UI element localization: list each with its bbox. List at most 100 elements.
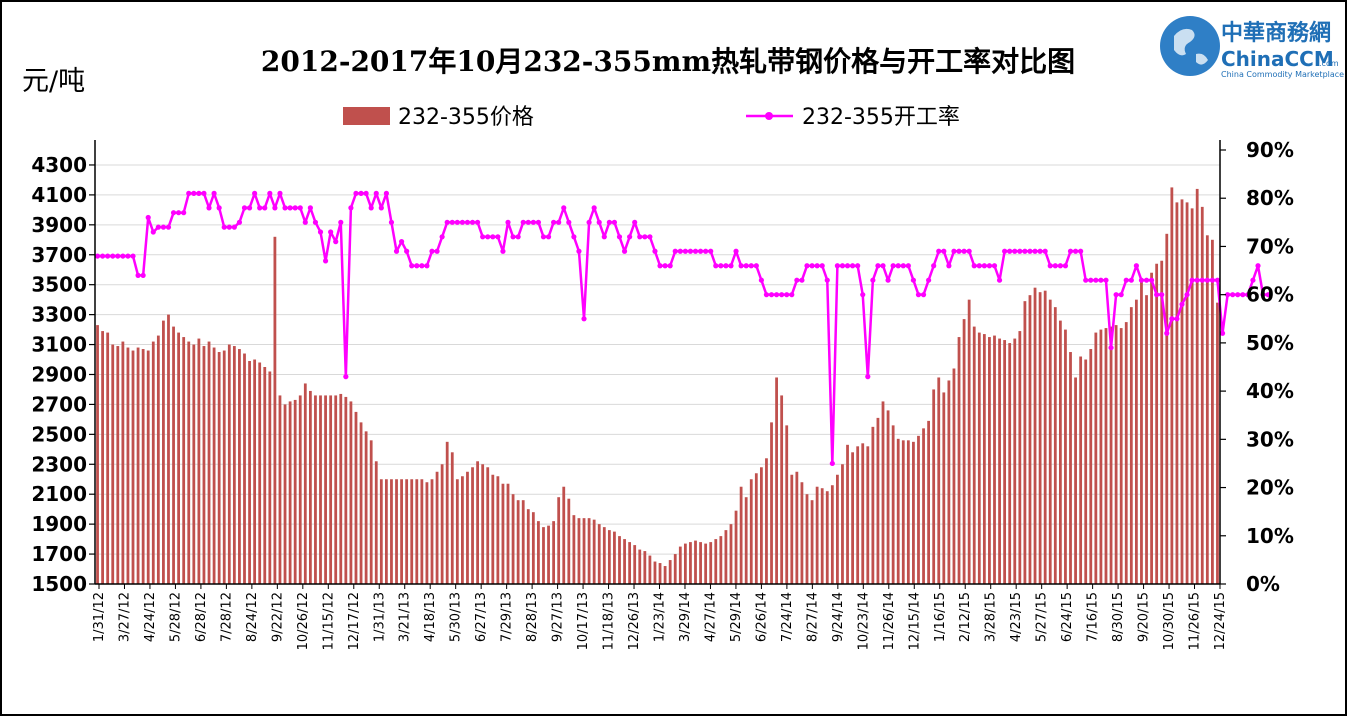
- price-bar: [476, 461, 479, 584]
- price-bar: [136, 347, 140, 584]
- globe-continent-shape: [1174, 28, 1195, 56]
- price-bar: [587, 518, 591, 584]
- price-bar: [942, 392, 946, 584]
- price-bar: [683, 543, 687, 584]
- operating-rate-point: [1194, 277, 1200, 283]
- operating-rate-point: [383, 190, 389, 196]
- price-bar: [922, 428, 925, 584]
- x-tick-label: 12/17/12: [347, 592, 362, 650]
- left-tick-label: 2500: [31, 422, 87, 446]
- right-tick-label: 60%: [1246, 283, 1294, 307]
- price-bar: [1038, 292, 1042, 584]
- price-bar: [151, 341, 155, 584]
- operating-rate-point: [262, 205, 268, 211]
- price-bar: [1028, 295, 1032, 584]
- operating-rate-point: [936, 248, 942, 254]
- price-bar: [1094, 332, 1098, 584]
- operating-rate-point: [1260, 292, 1266, 298]
- price-bar: [324, 395, 327, 584]
- price-bar: [841, 464, 844, 584]
- operating-rate-point: [890, 263, 896, 269]
- price-bar: [308, 390, 312, 584]
- operating-rate-point: [368, 205, 374, 211]
- price-bar: [182, 337, 186, 584]
- operating-rate-point: [1219, 330, 1226, 336]
- price-bar: [572, 515, 576, 584]
- price-bar: [1124, 322, 1128, 584]
- price-bar: [501, 483, 505, 584]
- price-bar: [1043, 290, 1047, 584]
- x-tick-label: 2/12/15: [958, 592, 973, 642]
- price-bar: [126, 347, 130, 584]
- price-bar: [866, 446, 870, 584]
- price-bar: [511, 494, 515, 584]
- price-bar: [1145, 295, 1148, 584]
- price-bar: [891, 425, 895, 584]
- price-bar: [192, 344, 196, 584]
- operating-rate-point: [515, 234, 521, 240]
- price-bar: [1195, 188, 1199, 584]
- price-bar: [790, 474, 794, 584]
- price-bar: [952, 368, 956, 584]
- price-bar: [739, 486, 743, 584]
- price-bar: [830, 485, 834, 584]
- price-bar: [415, 479, 419, 584]
- left-axis-ticks: 1500 1700 1900 2100 2300 2500 2700 2900 3100 3300…: [31, 153, 95, 596]
- price-bar: [1018, 331, 1022, 584]
- operating-rate-point: [373, 190, 379, 196]
- operating-rate-point: [252, 190, 258, 196]
- operating-rate-point: [302, 219, 308, 225]
- price-bar: [258, 362, 262, 584]
- price-bar: [334, 395, 338, 584]
- price-bar: [450, 452, 454, 584]
- operating-rate-point: [996, 277, 1003, 283]
- price-bar: [800, 482, 804, 584]
- operating-rate-point: [469, 219, 476, 225]
- price-bar: [729, 524, 733, 584]
- price-bar: [1129, 307, 1133, 584]
- price-bar: [759, 467, 763, 584]
- operating-rate-point: [971, 263, 977, 269]
- chinaccm-logo: 中華商務網 ChinaCCM .com China Commodity Mark…: [1160, 16, 1344, 79]
- price-bar: [430, 479, 434, 584]
- operating-rate-point: [434, 248, 440, 254]
- x-tick-label: 6/28/12: [194, 592, 209, 642]
- operating-rate-point: [1255, 263, 1261, 269]
- operating-rate-point: [738, 263, 744, 269]
- operating-rate-point: [241, 205, 248, 211]
- operating-rate-point: [454, 219, 460, 225]
- x-tick-label: 4/24/12: [143, 592, 158, 642]
- price-bar: [972, 326, 976, 584]
- price-bar: [582, 518, 586, 584]
- globe-continent-shape-2: [1196, 53, 1208, 65]
- price-bar: [359, 422, 363, 584]
- price-bar: [668, 560, 672, 584]
- x-tick-label: 6/26/14: [754, 592, 769, 642]
- globe-icon: [1160, 16, 1220, 76]
- operating-rate-point: [753, 263, 759, 269]
- operating-rate-point: [895, 263, 901, 269]
- price-bar: [212, 347, 216, 584]
- operating-rate-point: [966, 248, 972, 254]
- price-bar: [689, 542, 692, 584]
- price-bar: [288, 401, 292, 584]
- left-tick-label: 3300: [31, 303, 87, 327]
- operating-rate-point: [530, 219, 536, 225]
- operating-rate-point: [1108, 345, 1114, 351]
- operating-rate-point: [1164, 330, 1170, 336]
- price-bar: [906, 440, 910, 584]
- price-bar: [248, 361, 251, 584]
- price-bar: [744, 497, 748, 584]
- price-bar: [227, 344, 231, 584]
- operating-rate-point: [226, 224, 232, 230]
- operating-rate-point: [317, 229, 324, 235]
- operating-rate-point: [1078, 248, 1084, 254]
- price-bar: [967, 299, 971, 584]
- x-tick-label: 1/31/12: [92, 592, 107, 642]
- price-bar: [846, 444, 849, 584]
- price-bar: [339, 393, 343, 584]
- operating-rate-point: [880, 263, 886, 269]
- price-bar: [481, 464, 485, 584]
- operating-rate-point: [1007, 248, 1013, 254]
- y-axis-unit-label: 元/吨: [22, 66, 85, 97]
